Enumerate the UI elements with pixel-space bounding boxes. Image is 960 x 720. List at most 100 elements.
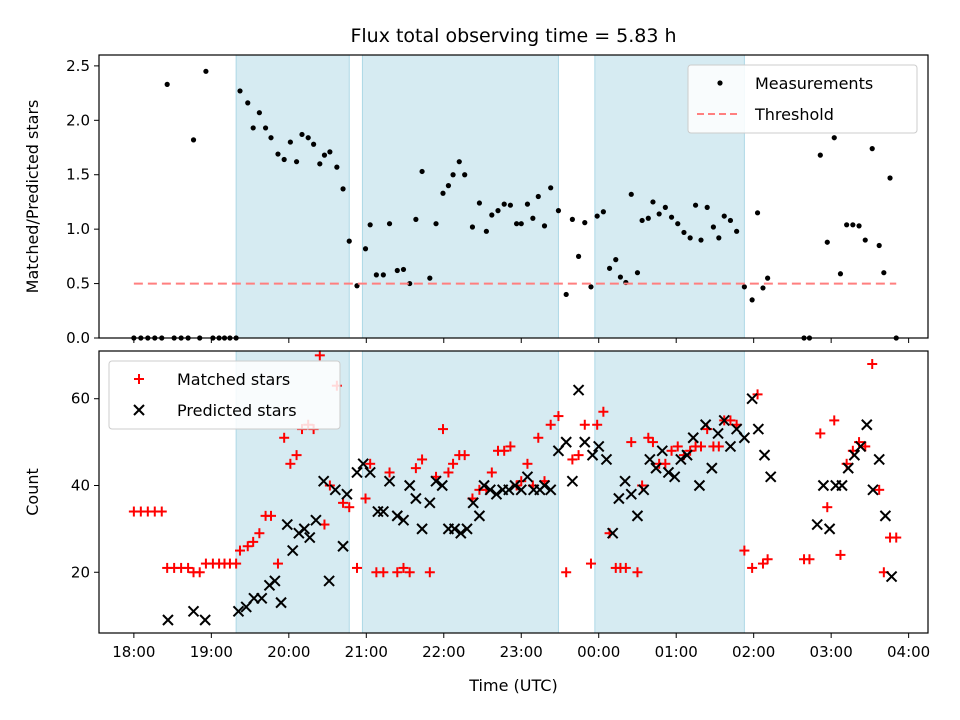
top-observing-spans <box>235 55 745 338</box>
matched-star-point <box>626 437 637 448</box>
count-panel: 20 40 60 18:00 19:00 20:00 21:00 22:00 23:00 00:… <box>23 350 930 695</box>
measurement-point <box>760 285 766 291</box>
measurement-point <box>594 213 600 219</box>
legend-predicted-marker <box>133 404 145 416</box>
measurement-point <box>698 237 704 243</box>
predicted-star-point-b <box>879 510 892 522</box>
predicted-star-point-b <box>885 570 898 583</box>
measurement-point <box>305 135 311 141</box>
predicted-star-point-b <box>579 436 591 448</box>
measurement-point <box>346 238 352 244</box>
predicted-star-point-b <box>455 527 467 539</box>
predicted-star-point <box>255 592 268 604</box>
x-tick-label: 00:00 <box>577 643 620 661</box>
predicted-star-point-b <box>718 414 730 427</box>
measurement-point <box>275 151 281 157</box>
predicted-star-point <box>490 488 503 500</box>
predicted-star-point-b <box>298 523 311 535</box>
measurement-point <box>817 152 823 158</box>
measurement-point <box>765 275 771 281</box>
matched-star-point <box>285 458 296 469</box>
measurement-point <box>400 266 407 273</box>
predicted-star-point <box>410 492 422 505</box>
matched-star-point <box>592 419 603 430</box>
measurement-point <box>245 100 251 106</box>
predicted-star-point <box>337 540 349 552</box>
matched-star-point <box>804 554 815 565</box>
measurement-point <box>489 212 495 218</box>
observing-span-2 <box>362 351 559 633</box>
predicted-star-point <box>281 518 293 531</box>
measurement-point <box>588 284 594 290</box>
predicted-star-point-b <box>478 479 490 492</box>
measurement-point <box>311 141 317 147</box>
matched-star-point <box>533 432 544 443</box>
measurement-point <box>268 135 274 141</box>
predicted-star-point-b <box>255 592 268 604</box>
measurement-point <box>495 208 501 214</box>
predicted-star-point-b <box>765 471 777 483</box>
predicted-star-point <box>644 453 656 466</box>
predicted-star-point-b <box>600 453 613 466</box>
predicted-star-point-b <box>357 458 369 470</box>
x-tick-label: 02:00 <box>732 643 775 661</box>
predicted-star-point-b <box>730 423 743 435</box>
legend-matched-marker <box>134 374 144 384</box>
measurement-point <box>716 235 722 241</box>
predicted-star-point <box>397 514 410 526</box>
measurement-point <box>340 186 346 192</box>
predicted-star-point <box>724 440 737 453</box>
predicted-star-point-b <box>538 479 551 492</box>
matched-star-point <box>545 419 556 430</box>
matched-star-point <box>835 549 846 560</box>
ratio-panel: 0.0 0.5 1.0 1.5 2.0 2.5 Flux total observing … <box>23 25 929 347</box>
matched-star-point <box>242 541 253 552</box>
predicted-star-point <box>377 505 390 518</box>
matched-star-point <box>443 467 454 478</box>
matched-star-point <box>344 502 355 513</box>
predicted-star-point <box>162 614 174 626</box>
predicted-star-point <box>323 575 335 587</box>
predicted-star-point-b <box>842 462 854 474</box>
measurement-point <box>881 270 887 276</box>
predicted-star-point <box>424 497 436 509</box>
measurement-point <box>721 213 727 219</box>
predicted-star-point-b <box>706 462 718 474</box>
predicted-star-point <box>538 479 551 492</box>
predicted-star-point-b <box>521 471 534 483</box>
x-tick-label: 04:00 <box>887 643 930 661</box>
matched-star-point <box>291 450 302 461</box>
measurement-point <box>501 201 507 207</box>
predicted-star-point-b <box>637 484 650 496</box>
predicted-star-point-b <box>281 518 293 531</box>
matched-star-point <box>254 528 265 539</box>
predicted-star-point-b <box>436 479 448 492</box>
matched-star-point <box>194 567 205 578</box>
predicted-star-point <box>600 453 613 466</box>
predicted-star-point <box>637 484 650 496</box>
measurement-point <box>450 172 456 178</box>
predicted-star-point <box>544 484 557 496</box>
measurement-point <box>656 211 662 217</box>
predicted-star-point <box>693 479 706 492</box>
predicted-star-point <box>625 488 637 500</box>
predicted-star-point <box>699 419 712 431</box>
predicted-star-point <box>329 484 342 496</box>
predicted-star-point-b <box>187 605 200 618</box>
measurement-point <box>662 204 668 210</box>
matched-star-point <box>660 458 671 469</box>
y-tick-label: 1.5 <box>66 166 90 184</box>
legend-x-glyph <box>133 404 145 416</box>
top-axes-frame <box>98 54 929 339</box>
bottom-x-ticks: 18:00 19:00 20:00 21:00 22:00 23:00 00:00 01:00… <box>112 633 930 661</box>
matched-star-point <box>747 562 758 573</box>
x-tick-label: 01:00 <box>655 643 698 661</box>
measurement-point <box>837 271 844 277</box>
x-tick-label: 20:00 <box>267 643 310 661</box>
predicted-star-point <box>662 466 675 479</box>
predicted-star-point <box>579 436 591 448</box>
predicted-star-point <box>275 596 287 609</box>
matched-star-point <box>739 545 750 556</box>
measurement-point <box>727 217 734 224</box>
predicted-star-point-b <box>675 453 687 466</box>
